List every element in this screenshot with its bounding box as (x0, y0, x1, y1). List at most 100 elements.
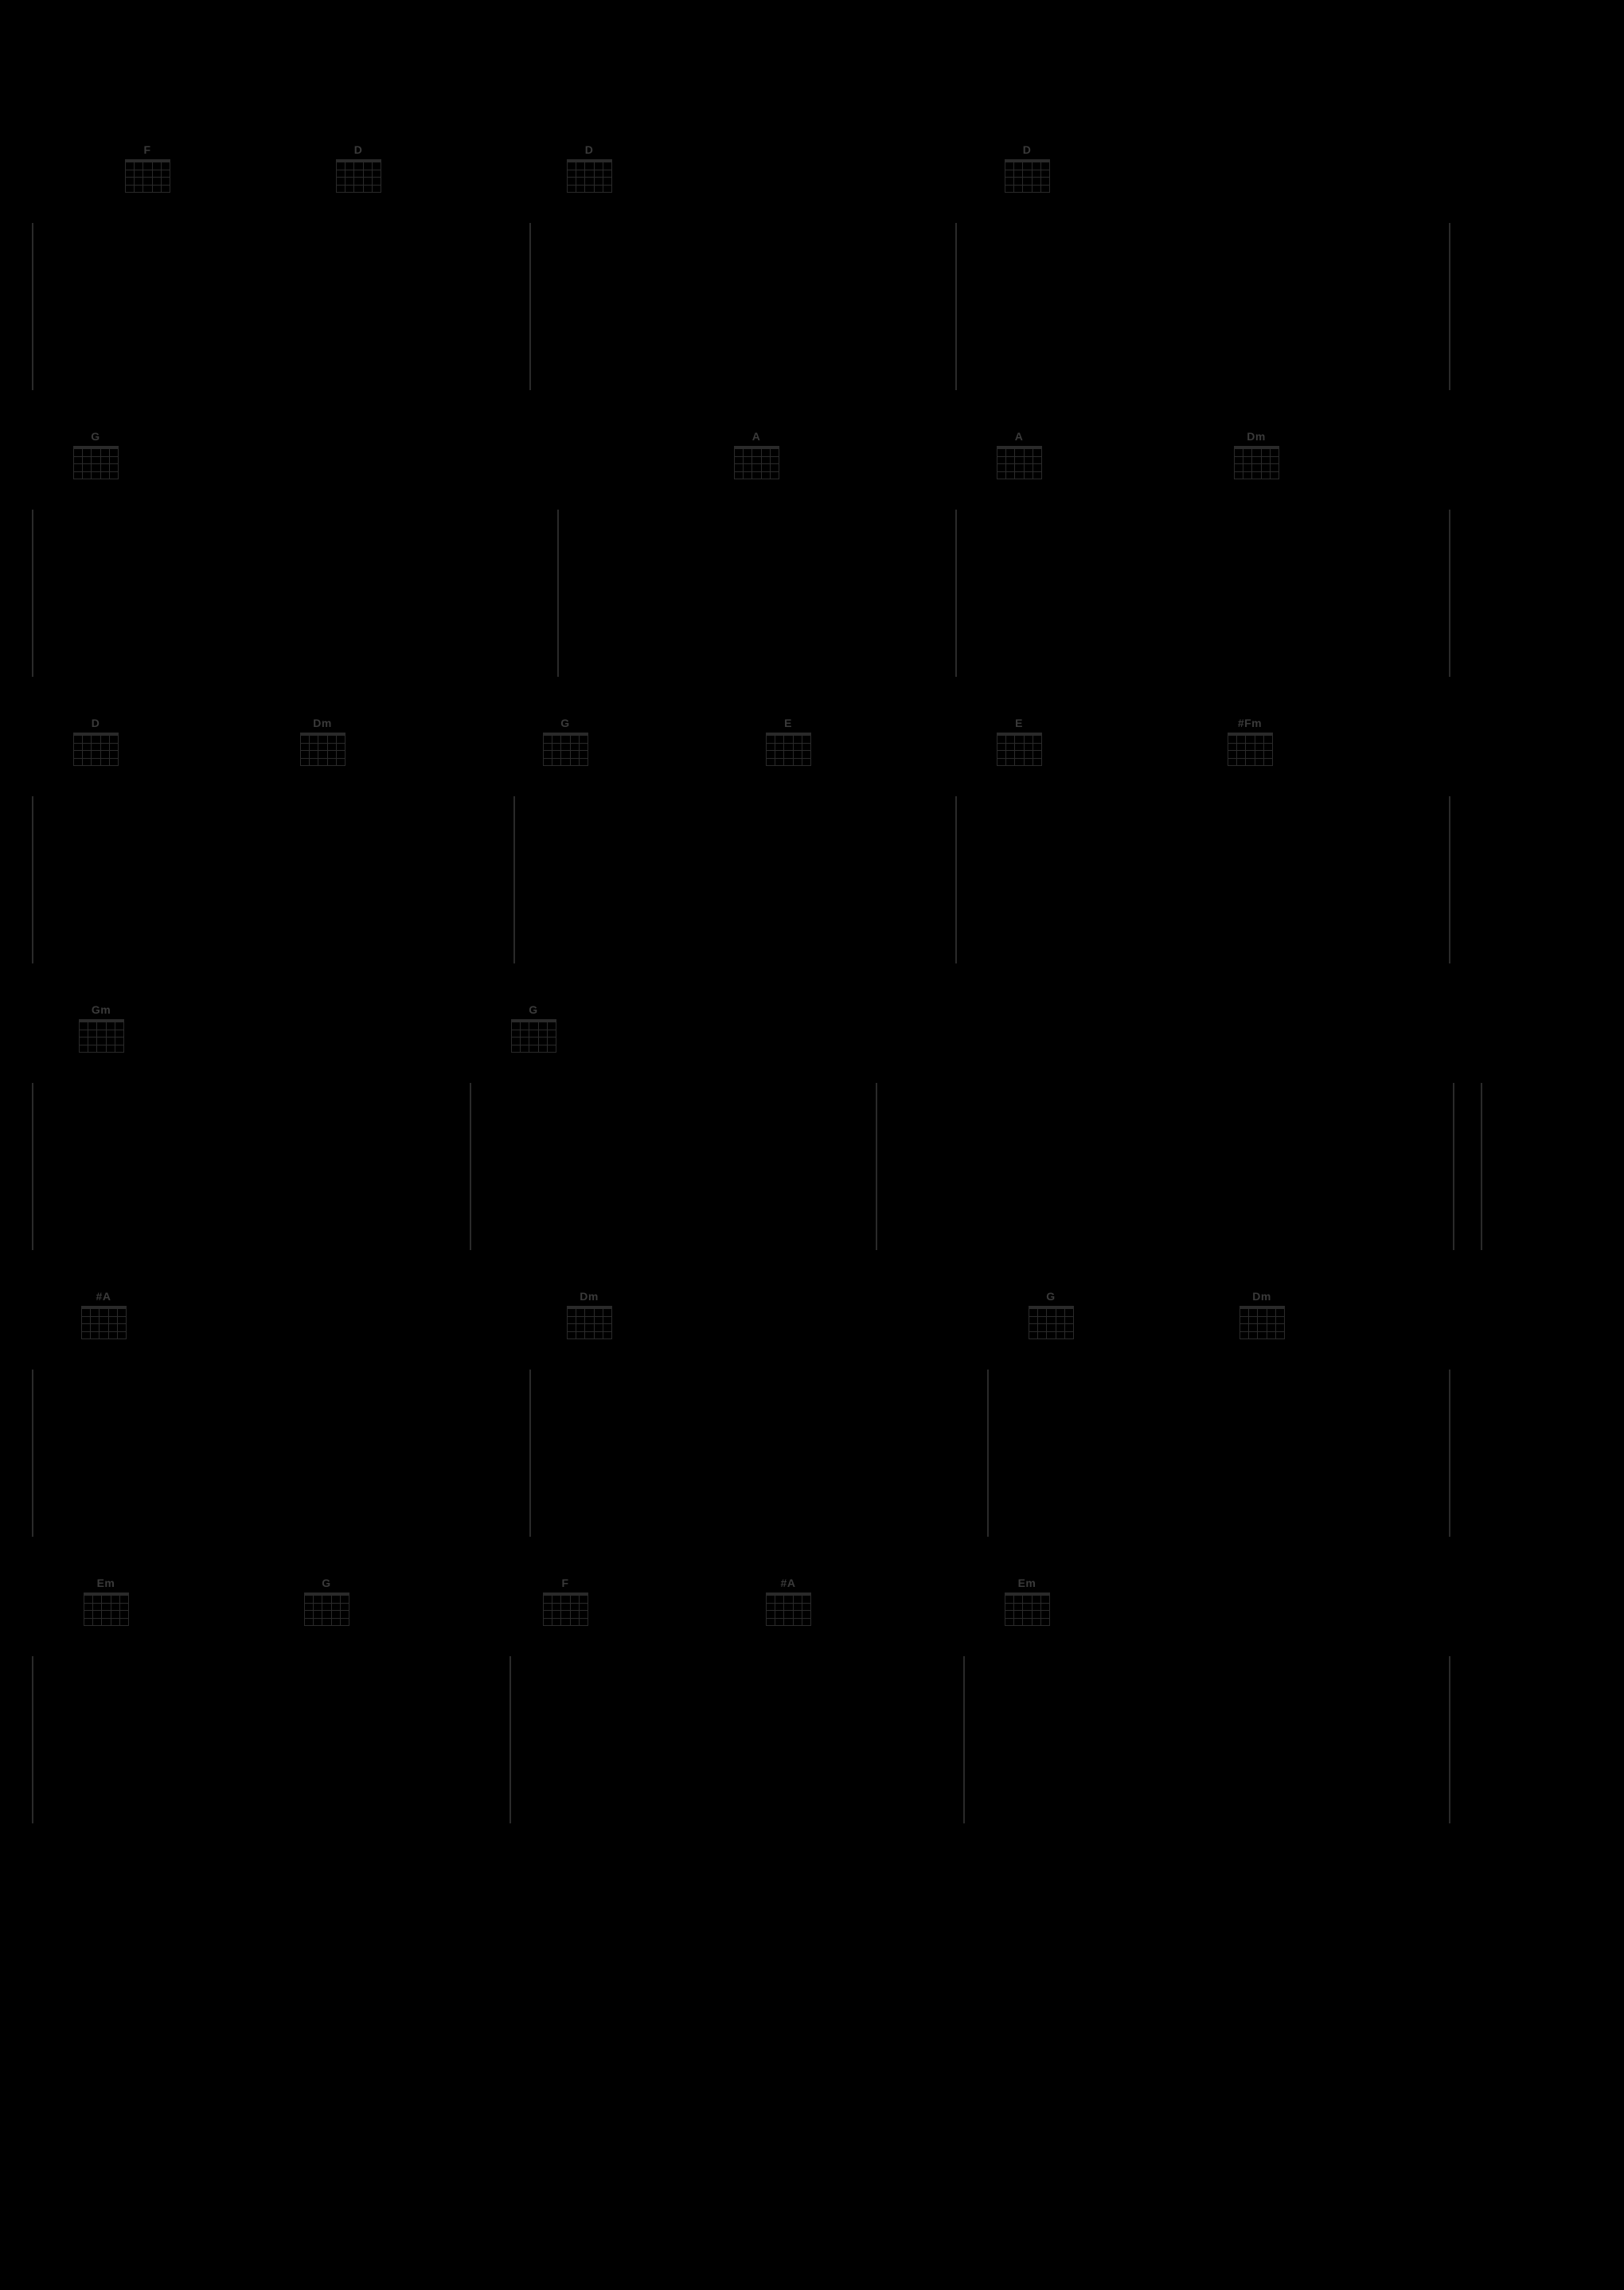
chord-fretboard (336, 159, 381, 193)
barline (509, 1656, 511, 1823)
chord-label: D (334, 143, 382, 156)
barline (1449, 1370, 1450, 1537)
chord-label: Dm (565, 1290, 613, 1303)
chord-diagram: G (541, 717, 589, 766)
chord-label: Em (82, 1577, 130, 1589)
barline (529, 1370, 531, 1537)
chord-label: Dm (1238, 1290, 1286, 1303)
chord-fretboard (1029, 1306, 1073, 1339)
barline (32, 1656, 33, 1823)
chord-diagram: E (764, 717, 812, 766)
chord-diagram: G (72, 430, 119, 479)
chord-fretboard (1228, 733, 1272, 766)
chord-diagram: G (1027, 1290, 1075, 1339)
chord-label: A (732, 430, 780, 443)
chord-fretboard (734, 446, 779, 479)
barline (1449, 796, 1450, 963)
chord-fretboard (1234, 446, 1279, 479)
barline (470, 1083, 471, 1250)
chord-fretboard (511, 1019, 556, 1053)
chord-fretboard (567, 159, 611, 193)
chord-diagram: E (995, 717, 1043, 766)
chord-label: F (541, 1577, 589, 1589)
chord-diagram: D (334, 143, 382, 193)
chord-diagram: Dm (1232, 430, 1280, 479)
chord-label: G (1027, 1290, 1075, 1303)
chord-diagram: D (565, 143, 613, 193)
chord-diagram: #Fm (1226, 717, 1274, 766)
chord-label: G (509, 1003, 557, 1016)
chord-fretboard (79, 1019, 123, 1053)
chord-diagram: G (303, 1577, 350, 1626)
chord-fretboard (1005, 1592, 1049, 1626)
chord-diagram: F (541, 1577, 589, 1626)
chord-fretboard (73, 446, 118, 479)
chord-diagram: A (732, 430, 780, 479)
barline (32, 510, 33, 677)
chord-label: Dm (1232, 430, 1280, 443)
barline (32, 1083, 33, 1250)
chord-label: G (303, 1577, 350, 1589)
chord-label: Em (1003, 1577, 1051, 1589)
chord-fretboard (1239, 1306, 1284, 1339)
chord-fretboard (300, 733, 345, 766)
barline (963, 1656, 965, 1823)
chord-diagram: F (123, 143, 171, 193)
barline (529, 223, 531, 390)
chord-diagram: Gm (77, 1003, 125, 1053)
barline (513, 796, 515, 963)
chord-diagram: D (1003, 143, 1051, 193)
chord-diagram: D (72, 717, 119, 766)
chord-fretboard (304, 1592, 349, 1626)
chord-label: G (72, 430, 119, 443)
chord-label: G (541, 717, 589, 729)
chord-label: D (1003, 143, 1051, 156)
barline (32, 223, 33, 390)
chord-fretboard (81, 1306, 126, 1339)
chord-diagram: Dm (299, 717, 346, 766)
chord-diagram: Em (82, 1577, 130, 1626)
chord-fretboard (766, 1592, 810, 1626)
chord-label: A (995, 430, 1043, 443)
barline (987, 1370, 989, 1537)
chord-fretboard (84, 1592, 128, 1626)
barline (32, 796, 33, 963)
chord-fretboard (1005, 159, 1049, 193)
chord-fretboard (766, 733, 810, 766)
barline (1449, 1656, 1450, 1823)
barline (955, 223, 957, 390)
chord-fretboard (125, 159, 170, 193)
chord-fretboard (997, 446, 1041, 479)
chord-diagram: Em (1003, 1577, 1051, 1626)
music-page: F D D D G A A Dm D Dm G E E #Fm Gm G #A Dm G Dm Em G F #A Em (0, 0, 1624, 2290)
chord-label: E (995, 717, 1043, 729)
barline (1453, 1083, 1454, 1250)
chord-label: #A (764, 1577, 812, 1589)
chord-label: E (764, 717, 812, 729)
chord-diagram: #A (764, 1577, 812, 1626)
barline (32, 1370, 33, 1537)
barline (1449, 510, 1450, 677)
chord-label: #A (80, 1290, 127, 1303)
chord-diagram: Dm (565, 1290, 613, 1339)
chord-fretboard (543, 1592, 588, 1626)
barline (955, 796, 957, 963)
chord-diagram: A (995, 430, 1043, 479)
chord-label: #Fm (1226, 717, 1274, 729)
chord-diagram: #A (80, 1290, 127, 1339)
chord-label: Dm (299, 717, 346, 729)
barline (876, 1083, 877, 1250)
chord-fretboard (73, 733, 118, 766)
barline (1481, 1083, 1482, 1250)
barline (1449, 223, 1450, 390)
chord-diagram: Dm (1238, 1290, 1286, 1339)
barline (557, 510, 559, 677)
chord-label: Gm (77, 1003, 125, 1016)
chord-fretboard (567, 1306, 611, 1339)
chord-label: F (123, 143, 171, 156)
chord-fretboard (543, 733, 588, 766)
barline (955, 510, 957, 677)
chord-label: D (72, 717, 119, 729)
chord-label: D (565, 143, 613, 156)
chord-fretboard (997, 733, 1041, 766)
